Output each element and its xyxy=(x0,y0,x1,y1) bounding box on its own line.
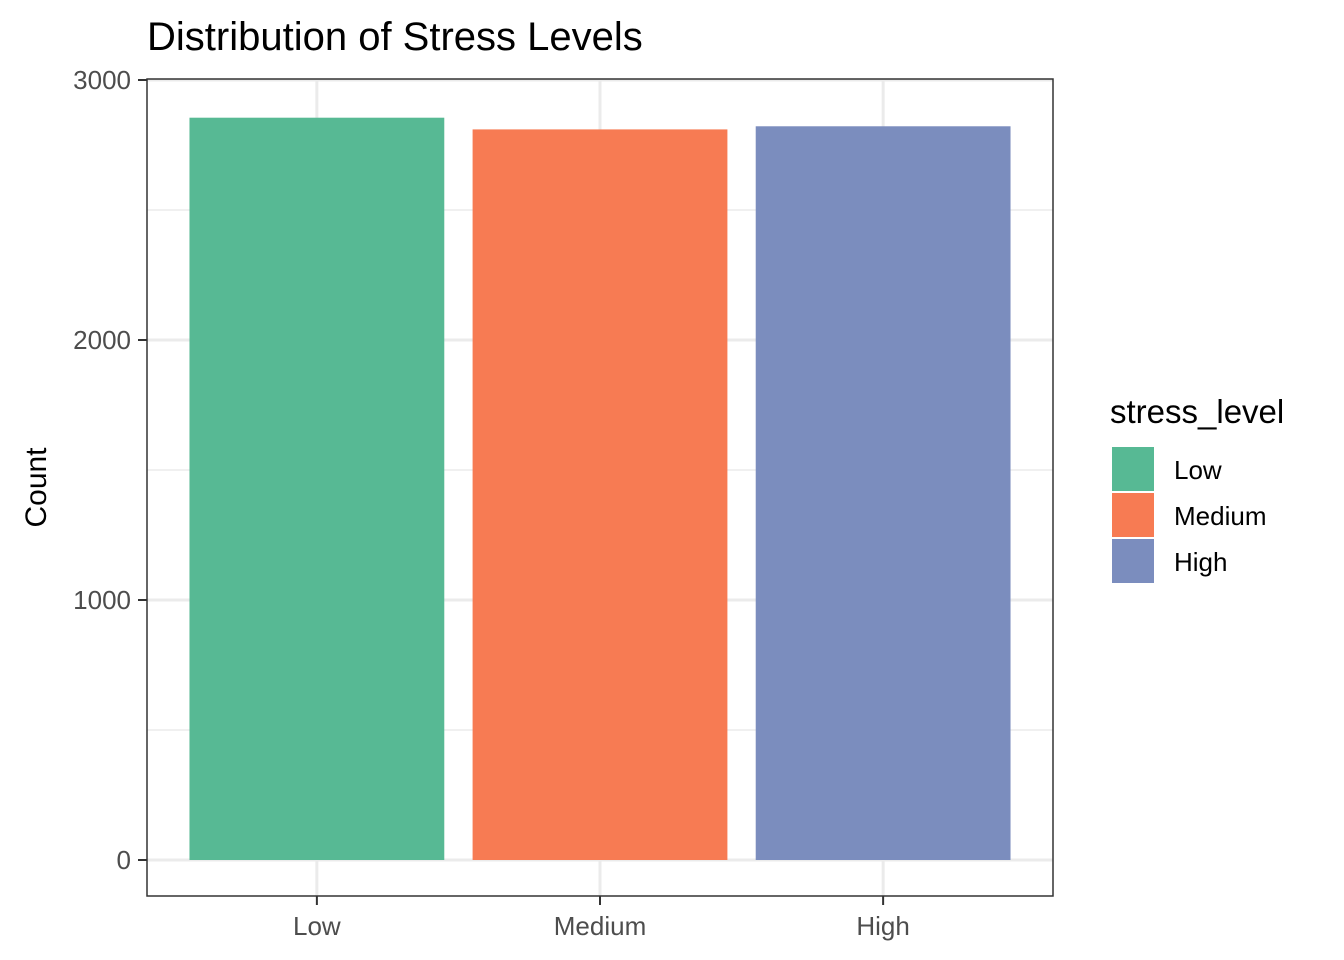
x-axis: Low Medium High xyxy=(293,896,910,941)
x-tick-label: Low xyxy=(293,911,341,941)
y-tick-label: 1000 xyxy=(73,585,131,615)
legend: stress_level Low Medium High xyxy=(1110,393,1284,583)
legend-items: Low Medium High xyxy=(1112,447,1266,583)
y-tick-label: 2000 xyxy=(73,325,131,355)
legend-label-high: High xyxy=(1174,547,1227,577)
x-tick-label: High xyxy=(856,911,909,941)
x-tick-label: Medium xyxy=(554,911,646,941)
legend-label-low: Low xyxy=(1174,455,1222,485)
bar-medium xyxy=(472,129,728,860)
y-axis: 0 1000 2000 3000 xyxy=(73,65,147,875)
legend-label-medium: Medium xyxy=(1174,501,1266,531)
legend-swatch-high xyxy=(1112,539,1154,583)
legend-swatch-low xyxy=(1112,447,1154,491)
chart-title: Distribution of Stress Levels xyxy=(147,15,643,59)
bars xyxy=(189,117,1011,860)
y-tick-label: 3000 xyxy=(73,65,131,95)
y-axis-title: Count xyxy=(20,447,53,528)
y-tick-label: 0 xyxy=(117,845,131,875)
legend-title: stress_level xyxy=(1110,393,1284,430)
bar-low xyxy=(189,117,445,860)
bar-high xyxy=(755,126,1011,860)
legend-swatch-medium xyxy=(1112,493,1154,537)
